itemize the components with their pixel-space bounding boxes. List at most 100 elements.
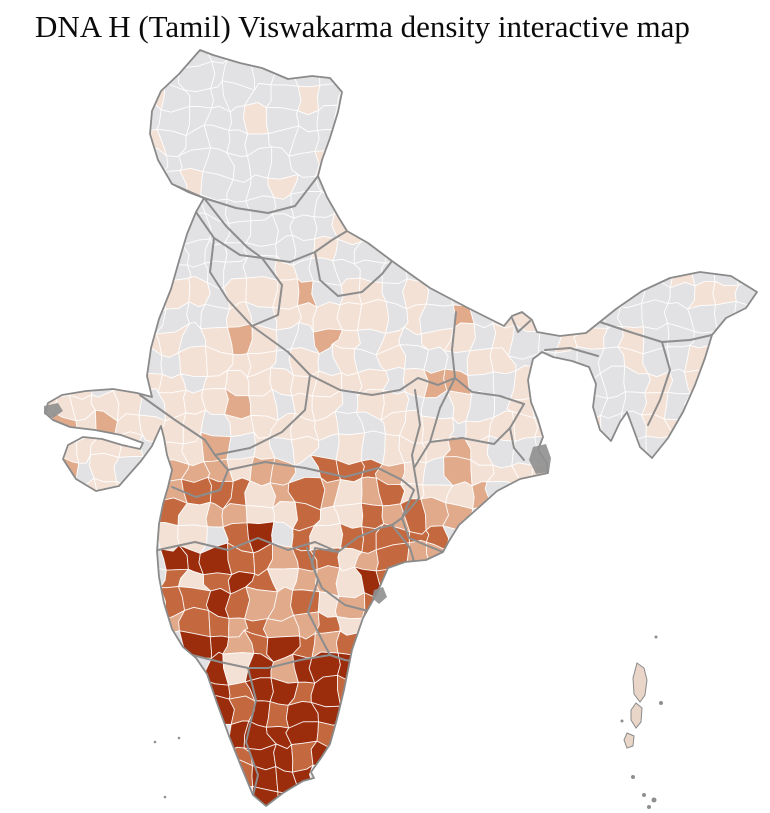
district[interactable] bbox=[464, 237, 498, 263]
district[interactable] bbox=[558, 720, 587, 753]
district[interactable] bbox=[550, 501, 583, 529]
district[interactable] bbox=[620, 234, 649, 268]
district[interactable] bbox=[335, 432, 366, 466]
district[interactable] bbox=[556, 457, 583, 488]
district[interactable] bbox=[27, 545, 59, 577]
district[interactable] bbox=[728, 475, 759, 511]
district[interactable] bbox=[711, 748, 733, 773]
district[interactable] bbox=[114, 719, 147, 745]
district[interactable] bbox=[445, 128, 468, 157]
district[interactable] bbox=[467, 763, 496, 792]
district[interactable] bbox=[551, 678, 585, 700]
district[interactable] bbox=[33, 263, 60, 289]
district[interactable] bbox=[47, 240, 79, 266]
district[interactable] bbox=[668, 701, 694, 723]
district[interactable] bbox=[29, 60, 51, 87]
district[interactable] bbox=[643, 108, 670, 134]
district[interactable] bbox=[397, 244, 430, 263]
district[interactable] bbox=[111, 787, 138, 813]
district[interactable] bbox=[576, 83, 602, 114]
district[interactable] bbox=[578, 440, 606, 465]
district[interactable] bbox=[75, 744, 102, 775]
district[interactable] bbox=[529, 146, 563, 180]
district[interactable] bbox=[444, 237, 471, 266]
district[interactable] bbox=[46, 770, 80, 796]
district[interactable] bbox=[597, 769, 629, 796]
district[interactable] bbox=[684, 476, 711, 509]
lakshadweep-islands[interactable] bbox=[153, 736, 181, 799]
district[interactable] bbox=[689, 658, 714, 687]
district[interactable] bbox=[596, 220, 624, 241]
district[interactable] bbox=[162, 718, 189, 752]
district[interactable] bbox=[110, 366, 146, 393]
island[interactable] bbox=[620, 719, 624, 723]
district[interactable] bbox=[470, 782, 490, 813]
district[interactable] bbox=[47, 177, 78, 202]
district[interactable] bbox=[511, 722, 544, 750]
district[interactable] bbox=[136, 613, 167, 644]
district[interactable] bbox=[376, 677, 410, 706]
district[interactable] bbox=[340, 59, 365, 90]
district[interactable] bbox=[664, 676, 695, 708]
district[interactable] bbox=[336, 743, 361, 776]
district[interactable] bbox=[688, 438, 716, 457]
district[interactable] bbox=[509, 523, 541, 555]
district[interactable] bbox=[577, 45, 602, 71]
district[interactable] bbox=[446, 741, 470, 773]
district[interactable] bbox=[90, 258, 123, 290]
district[interactable] bbox=[659, 219, 697, 245]
district[interactable] bbox=[664, 591, 695, 619]
district[interactable] bbox=[27, 520, 56, 552]
district[interactable] bbox=[581, 766, 607, 794]
district[interactable] bbox=[594, 45, 631, 67]
district[interactable] bbox=[494, 174, 519, 201]
district[interactable] bbox=[578, 571, 609, 598]
district[interactable] bbox=[643, 80, 670, 115]
island[interactable] bbox=[163, 795, 167, 799]
island[interactable] bbox=[651, 797, 657, 803]
district[interactable] bbox=[488, 765, 510, 794]
island[interactable] bbox=[631, 775, 635, 779]
district[interactable] bbox=[575, 724, 606, 753]
district[interactable] bbox=[90, 57, 122, 92]
district[interactable] bbox=[442, 193, 474, 220]
district[interactable] bbox=[111, 105, 146, 134]
district[interactable] bbox=[182, 785, 207, 813]
district[interactable] bbox=[730, 454, 762, 487]
district[interactable] bbox=[487, 741, 513, 768]
district[interactable] bbox=[710, 769, 733, 795]
district[interactable] bbox=[707, 193, 735, 223]
district[interactable] bbox=[492, 88, 521, 108]
district[interactable] bbox=[442, 261, 469, 289]
district[interactable] bbox=[442, 718, 470, 750]
district[interactable] bbox=[553, 167, 580, 201]
district[interactable] bbox=[135, 43, 167, 68]
district[interactable] bbox=[682, 125, 711, 159]
district[interactable] bbox=[683, 146, 717, 179]
district[interactable] bbox=[354, 781, 382, 813]
district[interactable] bbox=[360, 430, 386, 465]
district[interactable] bbox=[644, 519, 664, 554]
district[interactable] bbox=[116, 696, 146, 722]
district[interactable] bbox=[531, 103, 560, 136]
district[interactable] bbox=[495, 147, 515, 181]
district[interactable] bbox=[136, 768, 168, 790]
district[interactable] bbox=[662, 520, 697, 554]
district[interactable] bbox=[144, 174, 164, 201]
district[interactable] bbox=[749, 413, 770, 443]
district[interactable] bbox=[89, 237, 121, 263]
district[interactable] bbox=[463, 101, 499, 132]
district[interactable] bbox=[46, 637, 80, 665]
district[interactable] bbox=[575, 459, 606, 488]
district[interactable] bbox=[463, 219, 498, 245]
district[interactable] bbox=[732, 46, 761, 68]
district[interactable] bbox=[384, 105, 410, 135]
district[interactable] bbox=[94, 638, 122, 663]
district[interactable] bbox=[641, 566, 666, 597]
district[interactable] bbox=[44, 586, 81, 611]
district[interactable] bbox=[311, 787, 343, 810]
district[interactable] bbox=[25, 787, 57, 813]
district[interactable] bbox=[706, 631, 740, 665]
district[interactable] bbox=[731, 390, 760, 419]
district[interactable] bbox=[493, 585, 513, 620]
